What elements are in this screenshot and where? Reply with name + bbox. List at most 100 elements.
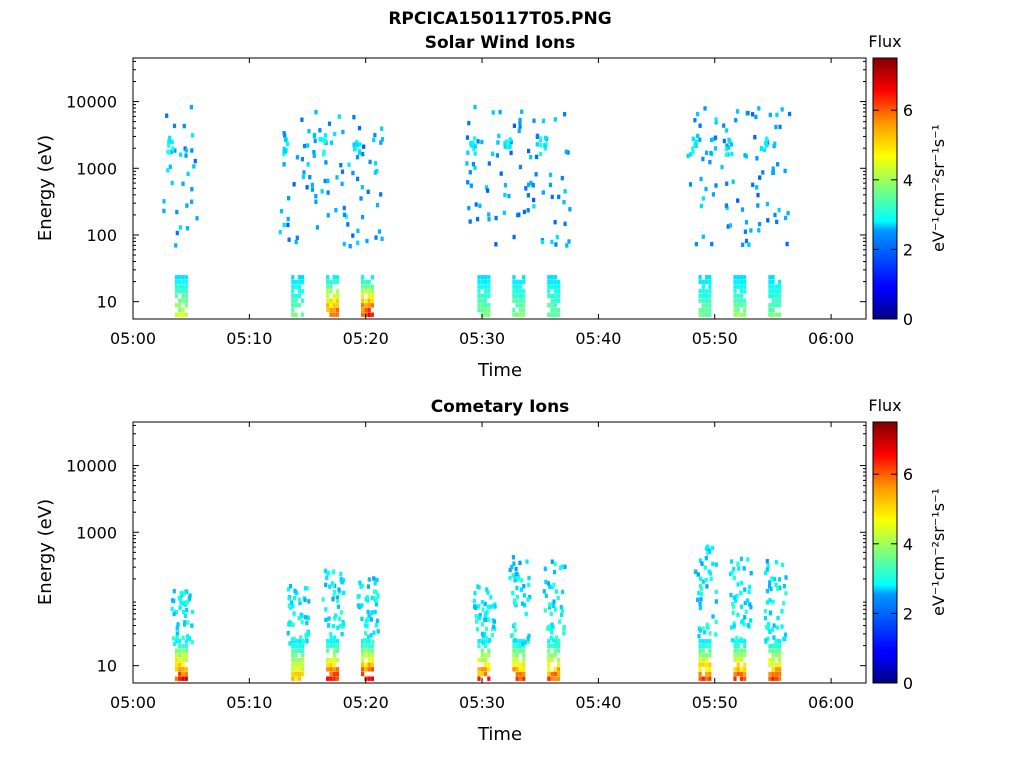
flux-cell [557, 293, 561, 299]
flux-cell [694, 569, 698, 575]
flux-cell [698, 662, 702, 667]
flux-cell [553, 639, 557, 644]
flux-cell [300, 157, 304, 162]
flux-cell [778, 124, 782, 130]
flux-cell [737, 566, 741, 571]
x-tick-label: 05:10 [226, 693, 272, 712]
flux-cell [529, 155, 533, 160]
x-tick-label: 05:30 [459, 693, 505, 712]
flux-cell [708, 275, 712, 280]
flux-cell [766, 563, 770, 568]
flux-cell [487, 637, 492, 643]
flux-cell [190, 187, 194, 192]
flux-cell [771, 298, 775, 303]
flux-cell [366, 609, 370, 615]
flux-cell [771, 648, 775, 653]
flux-cell [757, 228, 761, 233]
flux-cell [547, 624, 551, 629]
flux-cell [547, 676, 551, 681]
flux-cell [547, 653, 551, 658]
flux-cell [755, 185, 759, 190]
flux-cell [297, 284, 301, 289]
flux-cell [703, 106, 707, 111]
flux-cell [705, 653, 709, 658]
flux-cell [784, 591, 788, 596]
flux-cell [522, 593, 526, 598]
flux-cell [515, 279, 519, 285]
flux-cell [294, 284, 298, 289]
flux-cell [778, 671, 782, 677]
flux-cell [483, 303, 488, 308]
flux-cell [361, 289, 365, 294]
flux-cell [377, 229, 382, 234]
flux-cell [365, 595, 369, 600]
flux-cell [524, 186, 528, 191]
flux-cell [361, 279, 365, 285]
flux-cell [708, 284, 712, 289]
flux-cell [466, 150, 470, 155]
flux-cell [182, 123, 186, 129]
flux-cell [503, 141, 507, 146]
flux-cell [736, 648, 740, 653]
flux-cell [179, 590, 183, 596]
flux-cell [306, 616, 310, 621]
flux-cell [746, 110, 750, 116]
panel-2-colorbar [872, 421, 898, 684]
flux-cell [294, 312, 298, 317]
flux-cell [477, 639, 481, 644]
flux-cell [705, 584, 709, 589]
flux-cell [534, 172, 538, 177]
flux-cell [732, 624, 736, 629]
flux-cell [783, 168, 787, 174]
flux-cell [543, 135, 547, 141]
flux-cell [538, 151, 543, 157]
flux-cell [174, 275, 179, 280]
flux-cell [361, 284, 365, 289]
flux-cell [310, 182, 314, 188]
flux-cell [503, 192, 507, 198]
flux-cell [367, 648, 371, 653]
flux-cell [484, 185, 488, 190]
flux-cell [301, 279, 305, 285]
flux-cell [329, 307, 333, 313]
flux-cell [771, 289, 775, 294]
flux-cell [724, 152, 728, 157]
flux-cell [708, 639, 712, 644]
flux-cell [557, 667, 561, 672]
flux-cell [776, 615, 780, 621]
flux-cell [749, 605, 753, 610]
flux-cell [705, 307, 709, 313]
flux-cell [184, 293, 188, 299]
flux-cell [553, 289, 557, 294]
flux-cell [332, 298, 336, 303]
flux-cell [170, 606, 174, 612]
flux-cell [297, 643, 301, 649]
flux-cell [294, 643, 298, 649]
flux-cell [473, 591, 477, 596]
flux-cell [294, 303, 298, 308]
flux-cell [332, 671, 336, 677]
flux-cell [748, 584, 752, 590]
flux-cell [550, 559, 554, 564]
panel-1-ylabel: Energy (eV) [35, 135, 56, 241]
flux-cell [480, 298, 484, 303]
flux-cell [335, 643, 340, 649]
flux-cell [543, 143, 547, 149]
flux-cell [294, 648, 298, 653]
flux-cell [178, 279, 182, 285]
flux-cell [701, 648, 705, 653]
flux-cell [358, 150, 362, 156]
flux-cell [528, 594, 532, 600]
flux-cell [335, 307, 340, 313]
flux-cell [483, 275, 488, 280]
flux-cell [749, 571, 753, 576]
flux-cell [739, 648, 744, 653]
flux-cell [327, 121, 332, 126]
flux-cell [355, 155, 359, 160]
flux-cell [518, 289, 522, 294]
flux-cell [323, 178, 327, 184]
flux-cell [739, 275, 744, 280]
flux-cell [542, 589, 546, 594]
flux-cell [516, 577, 520, 582]
flux-cell [714, 117, 718, 122]
